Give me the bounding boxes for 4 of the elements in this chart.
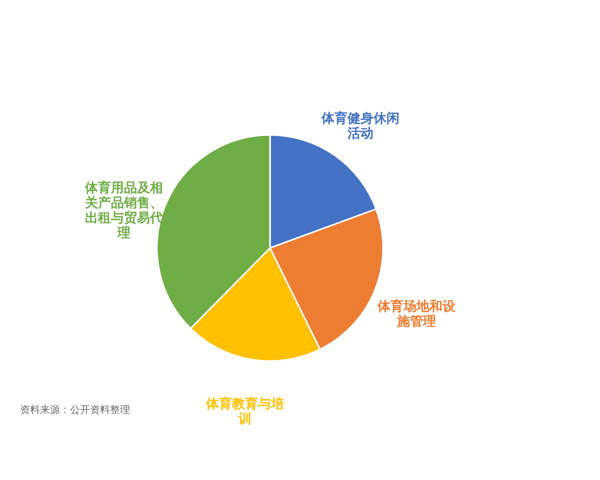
slice-label: 体育教育与培训 bbox=[204, 396, 284, 427]
slice-label: 体育场地和设施管理 bbox=[376, 298, 457, 330]
slice-label: 体育健身休闲活动 bbox=[320, 110, 400, 142]
text: 资料来源：公开资料整理 bbox=[20, 404, 130, 416]
